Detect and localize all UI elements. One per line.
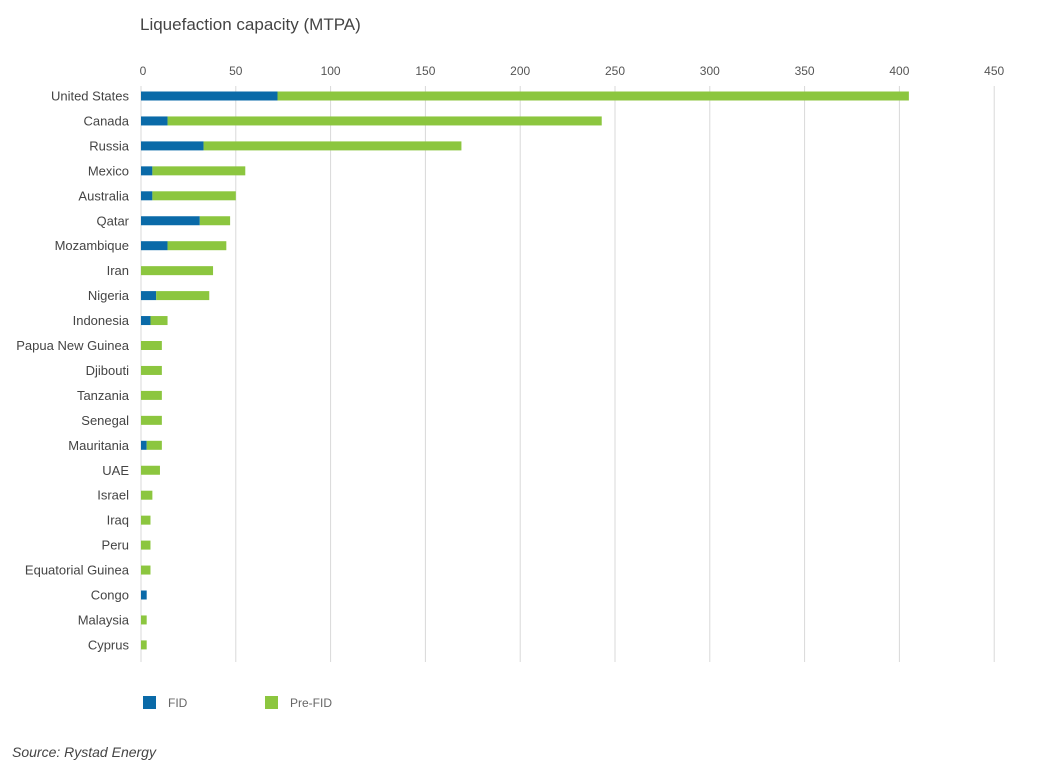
bar-pre-fid [141,415,162,425]
category-label: Israel [97,488,129,503]
category-label: Peru [102,538,129,553]
category-label: UAE [102,463,129,478]
bar-pre-fid [141,640,147,650]
x-tick-label: 200 [510,64,530,78]
category-label: Qatar [96,213,129,228]
bar-fid [141,241,168,251]
category-label: Nigeria [88,288,130,303]
category-label: Senegal [81,413,129,428]
legend-swatch [143,696,156,709]
legend-label: Pre-FID [290,696,332,710]
bar-pre-fid [167,241,227,251]
bar-fid [141,291,157,301]
bars [141,91,909,650]
category-label: Russia [89,138,130,153]
bar-pre-fid [141,465,160,475]
bar-pre-fid [141,266,214,276]
bar-pre-fid [141,490,153,500]
bar-fid [141,191,153,201]
category-label: Tanzania [77,388,130,403]
category-label: Indonesia [73,313,130,328]
source-note: Source: Rystad Energy [12,744,156,760]
legend: FID Pre-FID [143,696,332,710]
category-label: Malaysia [78,612,130,627]
chart-title: Liquefaction capacity (MTPA) [140,15,361,34]
bar-fid [141,590,147,600]
category-label: Mexico [88,163,129,178]
category-label: Iran [107,263,129,278]
bar-pre-fid [141,390,162,400]
bar-fid [141,116,168,126]
x-tick-label: 350 [795,64,815,78]
bar-fid [141,216,200,226]
bar-pre-fid [141,565,151,575]
category-label: Equatorial Guinea [25,563,130,578]
category-label: Australia [78,188,129,203]
category-label: United States [51,89,130,104]
bar-pre-fid [141,540,151,550]
x-tick-label: 250 [605,64,625,78]
bar-fid [141,166,153,176]
bar-fid [141,91,278,101]
category-labels: United States Canada Russia Mexico Australia… [16,89,130,653]
bar-pre-fid [156,291,210,301]
bar-pre-fid [150,316,168,326]
x-axis-ticks: 0 50 100 150 200 250 300 350 400 450 [140,64,1005,78]
bar-pre-fid [141,615,147,625]
bar-pre-fid [277,91,909,101]
bar-pre-fid [203,141,462,151]
x-tick-label: 100 [321,64,341,78]
gridlines [140,86,995,662]
bar-pre-fid [152,191,236,201]
bar-pre-fid [146,440,162,450]
category-label: Papua New Guinea [16,338,130,353]
bar-pre-fid [141,365,162,375]
bar-fid [141,440,147,450]
bar-pre-fid [141,341,162,350]
category-label: Cyprus [88,637,130,652]
category-label: Canada [83,113,129,128]
bar-fid [141,141,204,151]
bar-pre-fid [152,166,246,176]
x-tick-label: 50 [229,64,243,78]
x-tick-label: 300 [700,64,720,78]
bar-fid [141,316,151,326]
x-tick-label: 0 [140,64,147,78]
bar-pre-fid [167,116,602,126]
bar-pre-fid [199,216,231,226]
x-tick-label: 400 [889,64,909,78]
category-label: Congo [91,588,129,603]
legend-label: FID [168,696,188,710]
category-label: Mozambique [55,238,129,253]
x-tick-label: 450 [984,64,1004,78]
category-label: Djibouti [86,363,129,378]
x-tick-label: 150 [415,64,435,78]
category-label: Iraq [107,513,129,528]
legend-swatch [265,696,278,709]
bar-pre-fid [141,515,151,525]
category-label: Mauritania [68,438,129,453]
